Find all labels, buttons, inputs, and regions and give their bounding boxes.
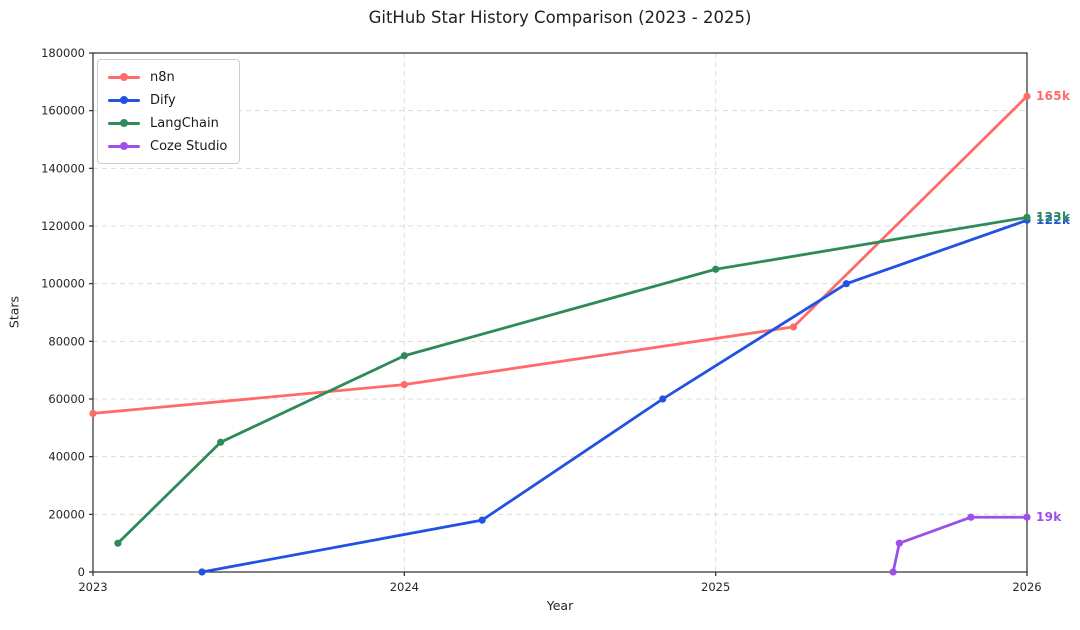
end-label-dify: 122k — [1036, 213, 1071, 228]
legend: n8n Dify LangChain Coze Studio — [97, 59, 241, 164]
data-point-marker — [659, 395, 667, 403]
data-point-marker — [400, 380, 408, 389]
y-tick-label: 160000 — [41, 104, 85, 118]
legend-line-swatch — [108, 142, 140, 150]
legend-marker-dot — [120, 142, 128, 150]
y-tick-label: 60000 — [48, 392, 85, 406]
legend-item-langchain: LangChain — [108, 113, 227, 133]
data-point-marker — [198, 568, 206, 576]
data-point-marker — [789, 323, 798, 331]
series-line-langchain — [116, 215, 1029, 545]
x-tick-label: 2023 — [78, 580, 107, 594]
legend-marker-dot — [120, 96, 128, 104]
x-tick-label: 2024 — [390, 580, 419, 594]
data-point-marker — [889, 568, 897, 576]
data-point-marker — [842, 280, 851, 288]
end-label-coze-studio: 19k — [1036, 510, 1062, 525]
end-label-n8n: 165k — [1036, 89, 1071, 104]
legend-line-swatch — [108, 119, 140, 127]
series-line-n8n — [91, 94, 1029, 415]
legend-item-coze-studio: Coze Studio — [108, 136, 227, 156]
legend-marker-dot — [120, 73, 128, 81]
y-tick-label: 0 — [78, 565, 85, 579]
y-tick-label: 20000 — [48, 507, 85, 521]
legend-marker-dot — [120, 119, 128, 127]
legend-label: n8n — [150, 69, 175, 85]
series-line-dify — [200, 218, 1029, 574]
data-point-marker — [89, 409, 97, 418]
x-tick-label: 2026 — [1012, 580, 1041, 594]
y-tick-label: 100000 — [41, 277, 85, 291]
data-point-marker — [114, 539, 122, 547]
y-tick-label: 180000 — [41, 46, 85, 60]
legend-label: Dify — [150, 92, 176, 108]
data-point-marker — [1023, 92, 1031, 100]
y-tick-label: 140000 — [41, 161, 85, 175]
legend-label: LangChain — [150, 115, 219, 131]
legend-label: Coze Studio — [150, 138, 228, 154]
y-tick-label: 80000 — [48, 334, 85, 348]
data-point-marker — [478, 516, 486, 524]
end-label-langchain: 123k — [1036, 210, 1071, 225]
data-point-marker — [1023, 213, 1031, 221]
data-point-marker — [967, 513, 975, 521]
y-tick-label: 120000 — [41, 219, 85, 233]
data-point-marker — [895, 539, 903, 547]
x-tick-label: 2025 — [701, 580, 730, 594]
series-line-coze-studio — [891, 515, 1029, 574]
legend-item-n8n: n8n — [108, 67, 227, 87]
data-point-marker — [217, 438, 225, 446]
data-point-marker — [400, 352, 408, 360]
data-point-marker — [712, 265, 720, 273]
y-tick-label: 40000 — [48, 450, 85, 464]
legend-item-dify: Dify — [108, 90, 227, 110]
x-axis-label: Year — [546, 598, 574, 613]
legend-line-swatch — [108, 73, 140, 81]
chart-title: GitHub Star History Comparison (2023 - 2… — [368, 8, 752, 27]
legend-line-swatch — [108, 96, 140, 104]
data-point-marker — [1023, 513, 1031, 521]
